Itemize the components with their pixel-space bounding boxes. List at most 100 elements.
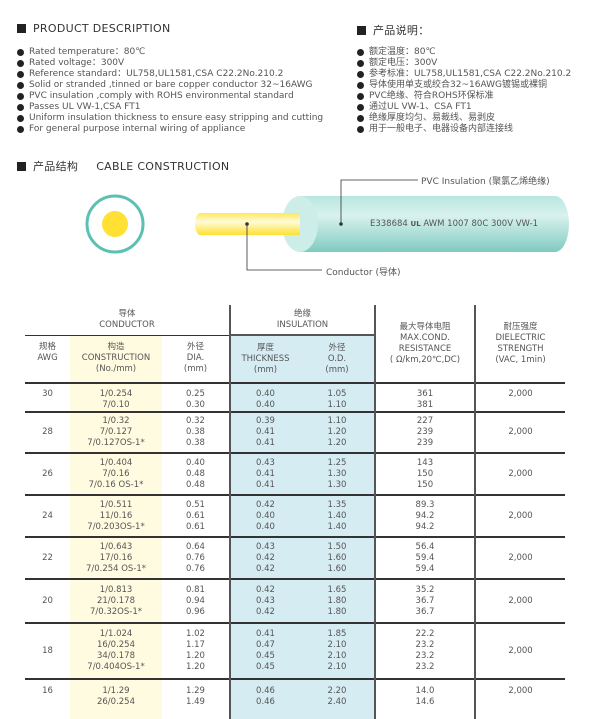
thickness-cell-line: 0.46 [256, 697, 275, 707]
conductor-label: Conductor (导体) [326, 268, 401, 278]
dia-cell-line: 0.30 [186, 400, 205, 410]
table-row: 28 1/0.32 7/0.127 7/0.127OS-1* 0.32 0.38 0.38 0… [25, 411, 565, 453]
spec-table: 导体 CONDUCTOR 绝缘 INSULATION 最大导体电阻 MAX.COND.… [25, 305, 565, 719]
construction-cell-line: 26/0.254 [96, 697, 135, 707]
resistance-cell-line: 23.2 [415, 651, 435, 661]
thickness-cell-line: 0.40 [256, 510, 275, 521]
print-code: E338684 [370, 219, 408, 229]
thickness-cell-line: 0.39 [256, 416, 275, 426]
title-cn: 产品结构 [33, 160, 79, 173]
thickness-cell-line: 0.40 [256, 400, 275, 410]
dia-cell-line: 0.81 [186, 584, 205, 595]
dia-cell-line: 0.25 [186, 389, 205, 399]
od-cell-line: 2.20 [327, 686, 347, 696]
dielectric-cell: 2,000 [474, 452, 565, 495]
dia-cell-line: 0.64 [186, 541, 205, 552]
title-en: CABLE CONSTRUCTION [96, 159, 230, 173]
construction-cell: 1/1.024 16/0.254 34/0.178 7/0.404OS-1* [70, 622, 162, 679]
resistance-cell-line: 22.2 [415, 629, 435, 639]
od-cell: 1.50 1.60 1.60 [300, 536, 376, 579]
resistance-cell: 22.2 23.2 23.2 23.2 [375, 622, 475, 679]
resistance-cell: 14.0 14.6 [375, 678, 475, 719]
construction-cell-line: 1/0.813 [99, 584, 133, 595]
table-row: 24 1/0.511 11/0.16 7/0.203OS-1* 0.51 0.61 0.61… [25, 494, 565, 537]
table-row: 22 1/0.643 17/0.16 7/0.254 OS-1* 0.64 0.76 0.7… [25, 536, 565, 579]
thickness-cell-line: 0.42 [256, 606, 275, 617]
thickness-cell: 0.43 0.41 0.41 [229, 452, 300, 495]
table-row: 26 1/0.404 7/0.16 7/0.16 OS-1* 0.40 0.48 0.48 0… [25, 452, 565, 495]
resistance-cell-line: 143 [416, 457, 434, 468]
thickness-cell-line: 0.42 [256, 552, 275, 563]
construction-cell: 1/0.643 17/0.16 7/0.254 OS-1* [70, 536, 162, 579]
construction-cell: 1/0.254 7/0.10 [70, 382, 162, 412]
construction-cell-line: 7/0.404OS-1* [87, 662, 145, 672]
thickness-cell-line: 0.41 [256, 468, 275, 479]
od-cell-line: 1.20 [327, 427, 347, 437]
dia-cell: 1.02 1.17 1.20 1.20 [162, 622, 230, 679]
thickness-cell: 0.40 0.40 [229, 382, 300, 412]
cable-diagram [85, 179, 569, 271]
od-cell-line: 1.35 [327, 499, 347, 510]
dia-cell-line: 0.32 [186, 416, 205, 426]
resistance-cell-line: 14.6 [415, 697, 435, 707]
dia-cell: 1.29 1.49 [162, 678, 230, 719]
cable-construction-title: 产品结构 CABLE CONSTRUCTION [17, 158, 229, 174]
od-cell-line: 1.30 [327, 479, 347, 490]
od-cell-line: 1.10 [327, 416, 347, 426]
construction-cell: 1/0.511 11/0.16 7/0.203OS-1* [70, 494, 162, 537]
insulation-jacket [300, 196, 569, 252]
resistance-cell-line: 35.2 [415, 584, 435, 595]
dielectric-cell: 2,000 [474, 578, 565, 623]
thickness-cell-line: 0.40 [256, 389, 275, 399]
product-description-cn-title: 产品说明： [357, 22, 430, 38]
od-cell-line: 1.65 [327, 584, 347, 595]
od-cell-line: 1.25 [327, 457, 347, 468]
dia-cell-line: 1.02 [186, 629, 205, 639]
od-cell-line: 2.10 [327, 651, 347, 661]
dia-cell: 0.32 0.38 0.38 [162, 411, 230, 453]
construction-cell-line: 1/0.643 [99, 541, 133, 552]
resistance-cell-line: 239 [416, 427, 434, 437]
dia-cell-line: 1.49 [186, 697, 205, 707]
resistance-cell: 143 150 150 [375, 452, 475, 495]
description-item: Uniform insulation thickness to ensure e… [17, 113, 323, 124]
construction-cell: 1/0.404 7/0.16 7/0.16 OS-1* [70, 452, 162, 495]
resistance-cell: 227 239 239 [375, 411, 475, 453]
thickness-cell: 0.42 0.43 0.42 [229, 578, 300, 623]
awg-cell: 28 [25, 411, 70, 453]
awg-cell: 18 [25, 622, 70, 679]
construction-cell: 1/0.813 21/0.178 7/0.32OS-1* [70, 578, 162, 623]
dia-cell-line: 0.61 [186, 510, 205, 521]
od-cell: 1.05 1.10 [300, 382, 376, 412]
resistance-cell-line: 23.2 [415, 640, 435, 650]
construction-cell-line: 21/0.178 [96, 595, 135, 606]
dielectric-cell: 2,000 [474, 411, 565, 453]
thickness-cell: 0.42 0.40 0.40 [229, 494, 300, 537]
construction-cell-line: 1/0.404 [99, 457, 133, 468]
dielectric-cell: 2,000 [474, 494, 565, 537]
construction-cell-line: 7/0.16 [102, 468, 130, 479]
description-item: Solid or stranded ,tinned or bare copper… [17, 80, 323, 91]
dielectric-cell: 2,000 [474, 622, 565, 679]
construction-cell-line: 1/0.511 [99, 499, 133, 510]
dia-cell: 0.81 0.94 0.96 [162, 578, 230, 623]
construction-cell: 1/0.32 7/0.127 7/0.127OS-1* [70, 411, 162, 453]
description-item: PVC绝缘、符合ROHS环保标准 [357, 91, 571, 102]
construction-cell-line: 1/1.29 [102, 686, 130, 696]
thickness-header: 厚度 THICKNESS (mm) [229, 335, 300, 383]
dia-cell: 0.25 0.30 [162, 382, 230, 412]
dielectric-cell: 2,000 [474, 382, 565, 412]
thickness-cell-line: 0.45 [256, 662, 275, 672]
resistance-cell-line: 239 [416, 438, 434, 448]
description-item: 额定温度：80℃ [357, 47, 571, 58]
resistance-header: 最大导体电阻 MAX.COND. RESISTANCE( Ω/km,20℃,DC) [389, 321, 461, 365]
resistance-cell-line: 59.4 [415, 552, 435, 563]
square-bullet-icon [17, 24, 26, 33]
awg-cell: 24 [25, 494, 70, 537]
insulation-label: PVC Insulation (聚氯乙烯绝缘) [421, 177, 550, 187]
dia-cell-line: 0.94 [186, 595, 205, 606]
dia-header: 外径 DIA. (mm) [183, 342, 208, 375]
construction-cell-line: 7/0.32OS-1* [89, 606, 142, 617]
dia-cell: 0.51 0.61 0.61 [162, 494, 230, 537]
construction-cell-line: 7/0.10 [102, 400, 130, 410]
